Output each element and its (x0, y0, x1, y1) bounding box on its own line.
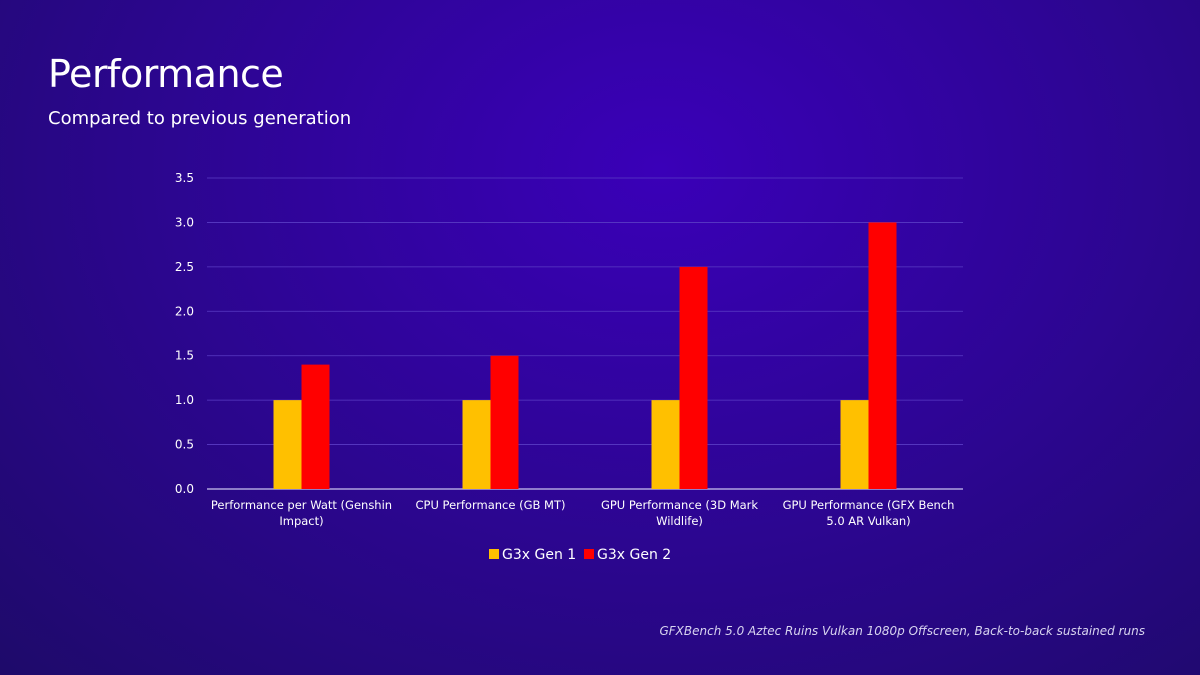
x-category-label: GPU Performance (GFX Bench (783, 498, 955, 512)
x-category-label: GPU Performance (3D Mark (601, 498, 758, 512)
bar-gen2 (301, 364, 330, 489)
x-category-label: Wildlife) (656, 514, 703, 528)
bar-gen1 (273, 400, 302, 489)
y-tick-label: 0.5 (175, 438, 194, 452)
y-tick-label: 1.5 (175, 349, 194, 363)
legend-swatch (584, 549, 594, 559)
bar-gen2 (868, 222, 897, 489)
bar-gen2 (679, 266, 708, 489)
y-tick-label: 0.0 (175, 482, 194, 496)
bar-gen1 (840, 400, 869, 489)
legend-label: G3x Gen 1 (502, 547, 576, 563)
x-category-label: 5.0 AR Vulkan) (826, 514, 910, 528)
x-category-label: Performance per Watt (Genshin (211, 498, 392, 512)
x-category-label: CPU Performance (GB MT) (416, 498, 566, 512)
page-title: Performance (48, 52, 284, 96)
x-category-label: Impact) (279, 514, 323, 528)
legend-swatch (489, 549, 499, 559)
footnote: GFXBench 5.0 Aztec Ruins Vulkan 1080p Of… (659, 624, 1145, 638)
y-tick-label: 2.5 (175, 260, 194, 274)
y-tick-label: 3.0 (175, 215, 194, 229)
y-tick-label: 2.0 (175, 304, 194, 318)
page-subtitle: Compared to previous generation (48, 108, 352, 129)
bar-gen2 (490, 355, 519, 489)
bar-gen1 (462, 400, 491, 489)
y-tick-label: 3.5 (175, 171, 194, 185)
y-tick-label: 1.0 (175, 393, 194, 407)
legend-label: G3x Gen 2 (597, 547, 671, 563)
bar-gen1 (651, 400, 680, 489)
